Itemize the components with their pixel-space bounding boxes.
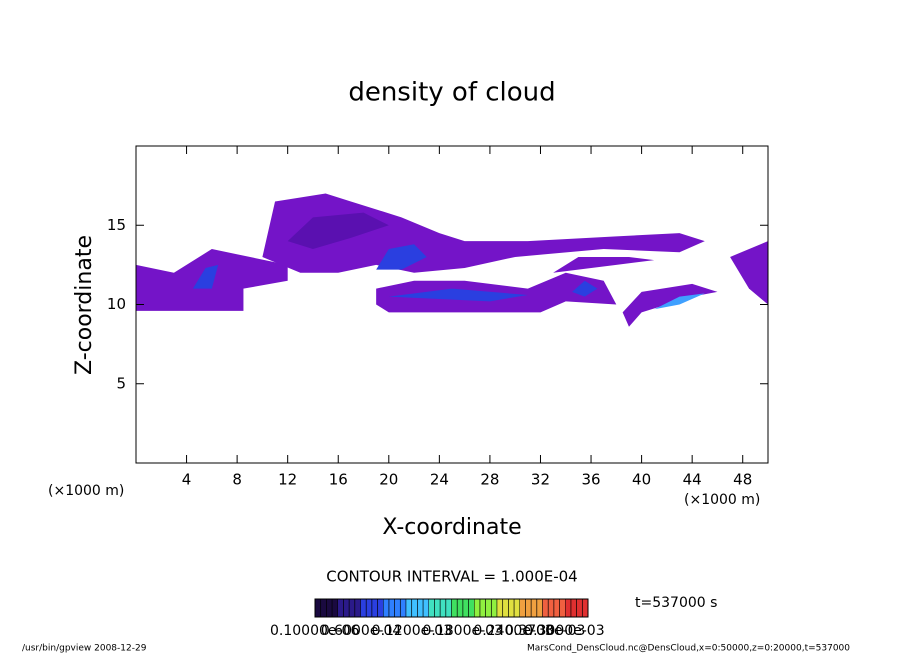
colorbar-label: 0.2400e-03: [473, 623, 553, 639]
cloud-region: [262, 193, 705, 273]
x-tick-label: 48: [733, 471, 752, 489]
y-tick-label: 15: [107, 216, 126, 234]
cloud-region: [553, 256, 655, 273]
x-tick-label: 12: [278, 471, 297, 489]
colorbar-frame: [314, 598, 589, 618]
colorbar-label: 0.10000e-06: [270, 623, 359, 639]
y-unit: (×1000 m): [48, 483, 124, 499]
colorbar-label: 0.6000e-04: [321, 623, 402, 639]
cloud-region: [730, 241, 768, 305]
x-axis-title: X-coordinate: [382, 515, 521, 540]
x-tick-label: 4: [182, 471, 192, 489]
x-tick-label: 44: [683, 471, 702, 489]
y-tick-label: 5: [116, 374, 126, 392]
colorbar-label: 0.1200e-03: [372, 623, 452, 639]
x-tick-label: 24: [430, 471, 449, 489]
cloud-region: [192, 264, 219, 289]
x-unit: (×1000 m): [684, 492, 760, 508]
y-tick-label: 10: [107, 295, 126, 313]
cloud-region: [376, 244, 427, 270]
x-tick-label: 8: [232, 471, 242, 489]
colorbar-label: 0.3700e-03: [505, 623, 585, 639]
x-tick-label: 32: [531, 471, 550, 489]
cloud-region: [622, 283, 718, 327]
colorbar-label: 0.1800e-03: [423, 623, 503, 639]
cloud-region: [287, 212, 389, 250]
x-tick-label: 40: [632, 471, 651, 489]
footer-left: /usr/bin/gpview 2008-12-29: [22, 644, 147, 654]
cloud-region: [388, 288, 528, 302]
x-tick-label: 20: [379, 471, 398, 489]
x-tick-label: 28: [480, 471, 499, 489]
colorbar-label: 0.3000e-03: [524, 623, 604, 639]
chart-title: density of cloud: [348, 78, 555, 108]
time-label: t=537000 s: [635, 595, 717, 611]
footer-right: MarsCond_DensCloud.nc@DensCloud,x=0:5000…: [527, 644, 850, 654]
contour-interval: CONTOUR INTERVAL = 1.000E-04: [326, 568, 577, 586]
x-tick-label: 16: [329, 471, 348, 489]
x-tick-label: 36: [581, 471, 600, 489]
y-axis-title: Z-coordinate: [72, 235, 97, 375]
plot-area: [136, 193, 768, 327]
cloud-region: [654, 293, 705, 310]
cloud-region: [572, 280, 598, 297]
